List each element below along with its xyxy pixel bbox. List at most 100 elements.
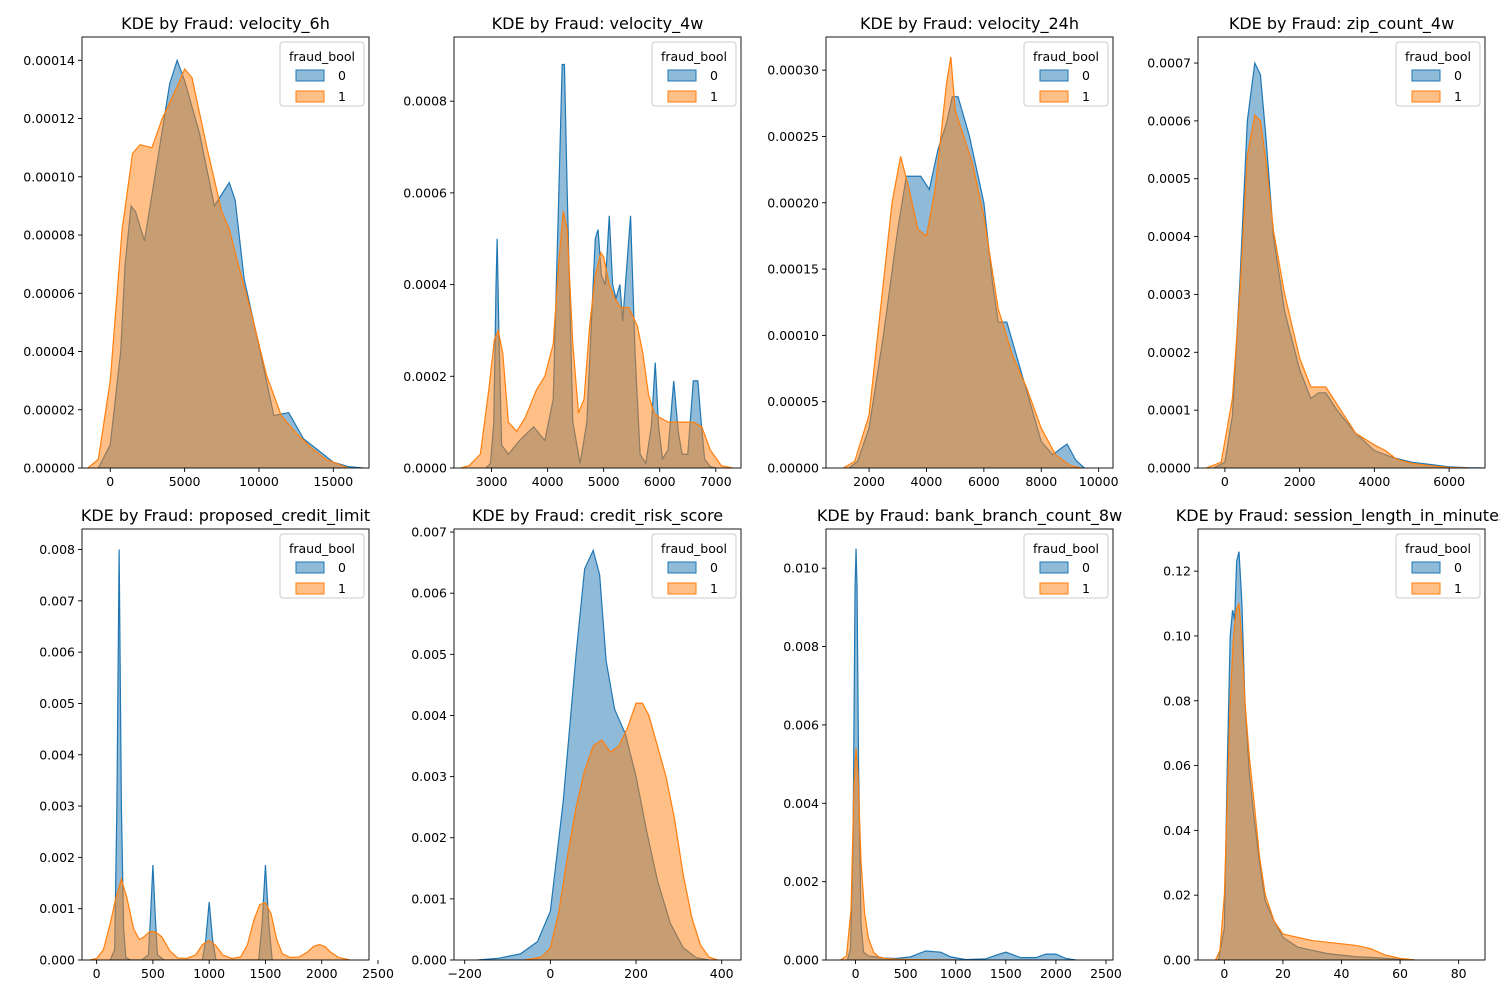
chart-5-legend-label-class-0: 0 <box>338 560 346 575</box>
chart-1-ytick-label: 0.00008 <box>23 228 75 243</box>
chart-7-legend-swatch-class-1 <box>1039 582 1069 595</box>
chart-5-xtick-label: 2500 <box>362 966 394 981</box>
chart-6-legend-swatch-class-0 <box>667 561 697 574</box>
chart-7-title: KDE by Fraud: bank_branch_count_8w <box>817 506 1122 526</box>
chart-6-ytick-label: 0.002 <box>411 830 447 845</box>
chart-7-line-class-0 <box>846 548 1077 960</box>
chart-4-area-class-1 <box>1206 115 1468 468</box>
chart-6-ytick-label: 0.001 <box>411 891 447 906</box>
chart-4-frame <box>1197 36 1486 469</box>
chart-7-xtick-label: 2500 <box>1090 966 1122 981</box>
chart-4-panel: KDE by Fraud: zip_count_4w 0 2000 4000 6000 0… <box>1147 14 1486 489</box>
chart-3-legend-title: fraud_bool <box>1033 49 1099 64</box>
chart-1-ytick-label: 0.00010 <box>23 169 75 184</box>
chart-8-ytick-label: 0.12 <box>1163 564 1191 579</box>
chart-7-frame <box>825 528 1114 961</box>
chart-8-legend-label-class-0: 0 <box>1454 560 1462 575</box>
chart-5-title: KDE by Fraud: proposed_credit_limit <box>81 506 370 526</box>
chart-1-frame <box>81 36 370 469</box>
chart-5-panel: KDE by Fraud: proposed_credit_limit 0 500 1… <box>39 506 394 981</box>
chart-5-legend-title: fraud_bool <box>289 541 355 556</box>
chart-7-ytick-label: 0.002 <box>783 874 819 889</box>
chart-6-ytick-label: 0.005 <box>411 647 447 662</box>
chart-4-legend-swatch-class-1 <box>1411 90 1441 103</box>
chart-6-ytick-label: 0.003 <box>411 769 447 784</box>
chart-4-legend-label-class-0: 0 <box>1454 68 1462 83</box>
chart-5-ytick-label: 0.004 <box>39 747 75 762</box>
chart-5-ytick-label: 0.003 <box>39 799 75 814</box>
chart-5-xtick-label: 1500 <box>250 966 282 981</box>
chart-3-legend: fraud_bool 0 1 <box>1023 41 1109 107</box>
chart-6-panel: KDE by Fraud: credit_risk_score −200 0 200 4… <box>411 506 742 981</box>
chart-8-xtick-label: 20 <box>1275 966 1291 981</box>
chart-8-xtick-label: 60 <box>1392 966 1408 981</box>
chart-1-xtick-label: 5000 <box>169 474 201 489</box>
chart-7-legend-title: fraud_bool <box>1033 541 1099 556</box>
chart-6-line-class-1 <box>524 702 718 960</box>
chart-2-legend-label-class-0: 0 <box>710 68 718 83</box>
chart-3-legend-label-class-0: 0 <box>1082 68 1090 83</box>
chart-6-title: KDE by Fraud: credit_risk_score <box>472 506 723 526</box>
chart-1-ytick-label: 0.00004 <box>23 344 75 359</box>
chart-2-panel: KDE by Fraud: velocity_4w 3000 4000 5000 600… <box>403 14 742 489</box>
chart-2-area-class-1 <box>460 211 733 468</box>
chart-7-ytick-label: 0.008 <box>783 639 819 654</box>
chart-4-line-class-1 <box>1206 113 1468 468</box>
chart-5-ytick-label: 0.005 <box>39 696 75 711</box>
chart-8-ytick-label: 0.02 <box>1163 888 1191 903</box>
chart-6-legend-title: fraud_bool <box>661 541 727 556</box>
chart-8-legend-label-class-1: 1 <box>1454 581 1462 596</box>
chart-2-xtick-label: 3000 <box>476 474 508 489</box>
chart-3-ytick-label: 0.00030 <box>767 63 819 78</box>
chart-7-legend: fraud_bool 0 1 <box>1023 533 1109 599</box>
chart-4-ytick-label: 0.0001 <box>1147 403 1191 418</box>
chart-7-area-class-1 <box>840 748 956 960</box>
chart-1-line-class-1 <box>87 67 349 468</box>
chart-1-panel: KDE by Fraud: velocity_6h 0 5000 10000 15000… <box>23 14 370 489</box>
chart-5-ytick-label: 0.006 <box>39 645 75 660</box>
chart-5-ytick-label: 0.000 <box>39 953 75 968</box>
chart-4-xtick-label: 4000 <box>1358 474 1390 489</box>
chart-4-ytick-label: 0.0006 <box>1147 113 1191 128</box>
chart-7-xtick-label: 500 <box>894 966 918 981</box>
chart-3-ytick-label: 0.00015 <box>767 262 819 277</box>
chart-8-title: KDE by Fraud: session_length_in_minutes <box>1176 506 1500 526</box>
chart-5-xtick-label: 2000 <box>306 966 338 981</box>
chart-4-ytick-label: 0.0004 <box>1147 229 1191 244</box>
chart-8-xtick-label: 40 <box>1334 966 1350 981</box>
chart-7-xtick-label: 2000 <box>1040 966 1072 981</box>
chart-2-legend-swatch-class-1 <box>667 90 697 103</box>
chart-7-xtick-label: 0 <box>852 966 860 981</box>
chart-4-legend-label-class-1: 1 <box>1454 89 1462 104</box>
chart-6-xtick-label: 200 <box>624 966 648 981</box>
chart-2-ytick-label: 0.0002 <box>403 369 447 384</box>
chart-2-xtick-label: 6000 <box>644 474 676 489</box>
chart-1-xtick-label: 10000 <box>239 474 279 489</box>
chart-4-xtick-label: 0 <box>1221 474 1229 489</box>
chart-4-legend-title: fraud_bool <box>1405 49 1471 64</box>
chart-3-xtick-label: 8000 <box>1025 474 1057 489</box>
chart-1-legend-label-class-0: 0 <box>338 68 346 83</box>
chart-3-frame <box>825 36 1114 469</box>
chart-5-legend-label-class-1: 1 <box>338 581 346 596</box>
chart-3-legend-label-class-1: 1 <box>1082 89 1090 104</box>
chart-5-area-class-1 <box>89 878 350 960</box>
chart-8-ytick-label: 0.08 <box>1163 693 1191 708</box>
chart-8-line-class-1 <box>1215 603 1415 960</box>
chart-2-legend-label-class-1: 1 <box>710 89 718 104</box>
chart-3-line-class-1 <box>842 56 1082 468</box>
chart-2-legend-title: fraud_bool <box>661 49 727 64</box>
chart-7-panel: KDE by Fraud: bank_branch_count_8w 0 500 10… <box>783 506 1122 981</box>
chart-3-xtick-label: 10000 <box>1079 474 1119 489</box>
chart-7-xtick-label: 1000 <box>940 966 972 981</box>
chart-2-xtick-label: 7000 <box>700 474 732 489</box>
chart-8-legend: fraud_bool 0 1 <box>1395 533 1481 599</box>
chart-7-area-class-0 <box>847 548 1076 960</box>
chart-5-area-class-0 <box>110 549 273 960</box>
chart-4-ytick-label: 0.0002 <box>1147 345 1191 360</box>
chart-1-xtick-label: 0 <box>106 474 114 489</box>
chart-5-legend: fraud_bool 0 1 <box>279 533 365 599</box>
chart-6-ytick-label: 0.000 <box>411 953 447 968</box>
chart-5-xtick-label: 500 <box>141 966 165 981</box>
chart-8-area-class-1 <box>1215 603 1415 960</box>
